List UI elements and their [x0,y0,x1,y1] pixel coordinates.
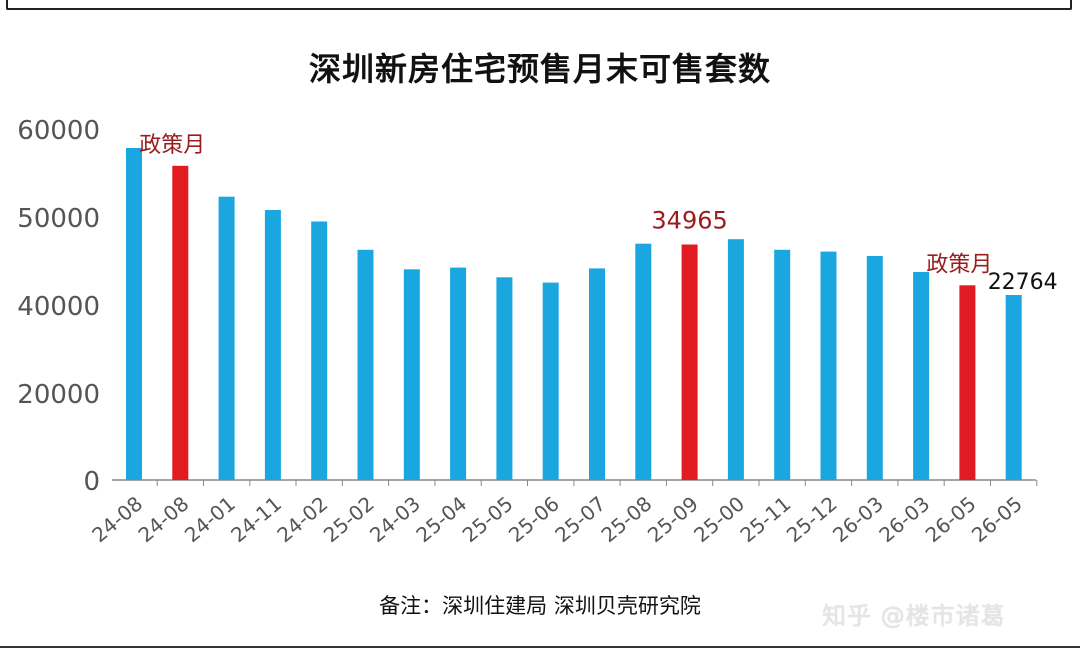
bar [589,268,605,480]
x-tick-label: 25-05 [458,491,518,547]
annotation-label: 34965 [651,207,727,235]
annotation-label: 政策月 [926,252,992,277]
watermark: 知乎 @楼市诸葛 [822,602,1006,630]
x-tick-label: 25-04 [411,491,471,547]
axis-layer: 60000500004000020000024-0824-0824-0124-1… [17,116,1038,547]
bar-highlight [172,165,189,481]
x-tick-label: 24-03 [365,491,425,547]
bar [866,256,883,480]
bar [635,243,652,480]
x-tick-label: 25-00 [689,491,749,547]
x-tick-label: 24-08 [134,491,194,547]
x-tick-label: 25-07 [550,491,610,547]
x-tick-label: 24-08 [87,491,147,547]
bar-highlight [959,285,976,480]
bar [311,221,328,480]
x-tick-label: 24-11 [226,491,286,547]
x-tick-label: 25-08 [597,491,657,547]
y-tick-label: 20000 [17,380,100,410]
bars-layer [126,148,1022,481]
bar [820,251,837,480]
x-tick-label: 24-01 [180,491,240,547]
bar [1005,295,1022,480]
x-tick-label: 26-03 [828,491,888,547]
bar [542,282,559,480]
x-tick-label: 25-12 [782,491,842,547]
x-tick-label: 25-02 [319,491,379,547]
y-tick-label: 50000 [17,204,100,234]
bar [774,249,791,480]
y-tick-label: 40000 [17,292,100,322]
x-tick-label: 25-06 [504,491,564,547]
bar [727,239,744,480]
y-tick-label: 0 [83,467,100,497]
x-tick-label: 26-03 [874,491,934,547]
frame-top-border [6,0,1072,10]
y-tick-label: 60000 [17,116,100,146]
frame-bottom-border [0,646,1080,648]
bar [403,269,420,480]
x-tick-label: 24-02 [272,491,332,547]
bar [126,148,142,480]
bar [496,277,513,480]
annotation-label: 政策月 [139,133,205,158]
x-tick-label: 26-05 [967,491,1027,547]
bar [264,210,281,480]
bar [913,272,930,480]
bar [357,249,374,480]
x-tick-label: 26-05 [921,491,981,547]
source-footnote: 备注：深圳住建局 深圳贝壳研究院 [379,594,701,618]
x-tick-label: 25-11 [735,491,795,547]
bar [218,196,235,480]
chart-title: 深圳新房住宅预售月末可售套数 [308,50,771,88]
bar [450,267,467,480]
data-label: 22764 [988,270,1058,295]
bar-highlight [681,244,698,480]
x-tick-label: 25-09 [643,491,703,547]
